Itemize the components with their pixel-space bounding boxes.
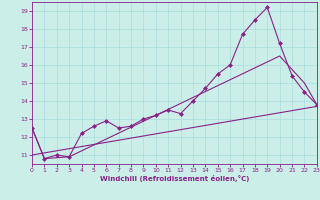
X-axis label: Windchill (Refroidissement éolien,°C): Windchill (Refroidissement éolien,°C) [100,175,249,182]
